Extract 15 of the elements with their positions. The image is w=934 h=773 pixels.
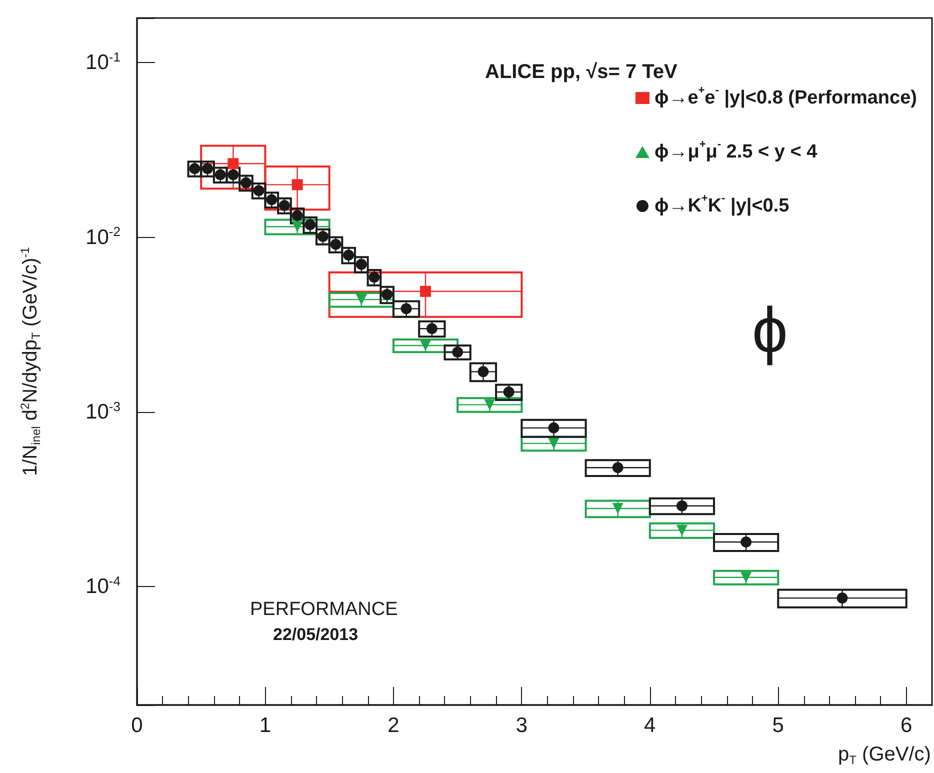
legend-label: ϕ→μ+μ- 2.5 < y < 4 — [654, 138, 818, 162]
annotation: ALICE pp, √s= 7 TeV — [485, 61, 678, 83]
annotation: ϕ — [752, 294, 788, 366]
x-tick-label: 2 — [388, 714, 400, 737]
annotation: PERFORMANCE — [250, 599, 398, 620]
y-axis-title: 1/Ninel d2N/dydpT (GeV/c)-1 — [18, 246, 43, 476]
annotation: 22/05/2013 — [273, 625, 358, 644]
x-tick-label: 6 — [900, 714, 912, 737]
x-tick-label: 5 — [772, 714, 784, 737]
legend-label: ϕ→K+K- |y|<0.5 — [654, 192, 790, 216]
x-tick-label: 3 — [516, 714, 528, 737]
x-tick-label: 0 — [131, 714, 143, 737]
x-tick-label: 4 — [644, 714, 656, 737]
x-tick-label: 1 — [259, 714, 272, 737]
legend-label: ϕ→e+e- |y|<0.8 (Performance) — [654, 84, 918, 108]
